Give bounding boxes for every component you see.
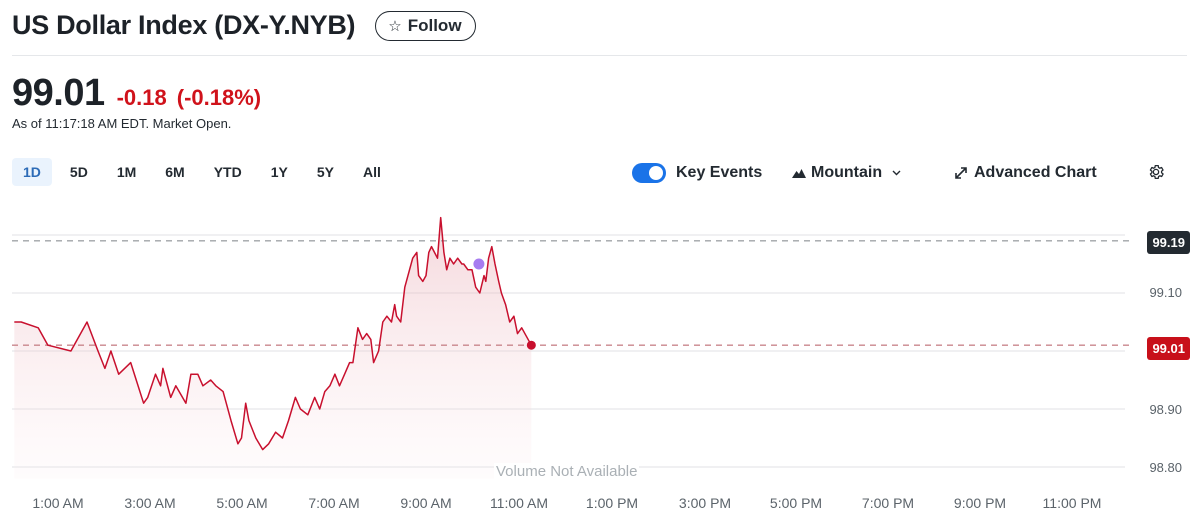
header-divider — [12, 55, 1187, 56]
y-tick-98-80: 98.80 — [1149, 460, 1182, 475]
current-price: 99.01 — [12, 72, 105, 114]
chart-settings-button[interactable] — [1147, 163, 1165, 186]
range-tabs: 1D 5D 1M 6M YTD 1Y 5Y All — [12, 158, 399, 186]
tab-6m[interactable]: 6M — [165, 164, 185, 180]
y-tick-99-10: 99.10 — [1149, 285, 1182, 300]
chart-type-dropdown[interactable]: Mountain — [792, 164, 901, 182]
expand-arrows-icon — [955, 167, 967, 179]
gear-icon — [1149, 164, 1164, 180]
tab-1m[interactable]: 1M — [116, 164, 137, 180]
tab-ytd[interactable]: YTD — [213, 164, 242, 180]
tab-1y[interactable]: 1Y — [270, 164, 288, 180]
x-tick: 7:00 PM — [861, 495, 915, 511]
x-tick: 9:00 PM — [953, 495, 1007, 511]
price-change: -0.18 — [116, 85, 167, 110]
x-tick: 1:00 AM — [32, 495, 84, 511]
key-events-label: Key Events — [676, 164, 763, 181]
tab-5d[interactable]: 5D — [69, 164, 88, 180]
y-tick-98-90: 98.90 — [1149, 402, 1182, 417]
x-axis-labels: 1:00 AM 3:00 AM 5:00 AM 7:00 AM 9:00 AM … — [0, 495, 1200, 515]
chart-toolbar: Key Events Mountain Advanced Chart — [632, 160, 1164, 186]
star-outline-icon: ☆ — [388, 17, 402, 35]
as-of-timestamp: As of 11:17:18 AM EDT. Market Open. — [12, 116, 232, 131]
tab-all[interactable]: All — [362, 164, 381, 180]
x-tick: 5:00 PM — [769, 495, 823, 511]
advanced-chart-button[interactable]: Advanced Chart — [954, 164, 1097, 182]
x-tick: 11:00 AM — [489, 495, 549, 511]
x-tick: 5:00 AM — [216, 495, 268, 511]
volume-not-available: Volume Not Available — [494, 463, 640, 480]
chevron-down-icon — [892, 170, 901, 176]
previous-close-badge: 99.19 — [1147, 231, 1190, 254]
chart-type-label: Mountain — [811, 164, 883, 181]
tab-1d[interactable]: 1D — [12, 158, 52, 186]
chart-canvas — [12, 216, 1132, 479]
x-tick: 11:00 PM — [1042, 495, 1102, 511]
x-tick: 7:00 AM — [308, 495, 360, 511]
last-price-badge: 99.01 — [1147, 337, 1190, 360]
page-title: US Dollar Index (DX-Y.NYB) — [12, 10, 356, 40]
x-tick: 1:00 PM — [585, 495, 639, 511]
follow-button[interactable]: ☆ Follow — [375, 10, 476, 41]
title-row: US Dollar Index (DX-Y.NYB) ☆ Follow — [12, 10, 476, 41]
x-tick: 3:00 AM — [124, 495, 176, 511]
toggle-knob — [649, 166, 663, 180]
tab-5y[interactable]: 5Y — [316, 164, 334, 180]
x-tick: 9:00 AM — [400, 495, 452, 511]
advanced-chart-label: Advanced Chart — [974, 164, 1097, 181]
follow-label: Follow — [407, 15, 462, 35]
x-tick: 3:00 PM — [678, 495, 732, 511]
key-events-toggle[interactable] — [632, 163, 666, 183]
mountain-icon — [792, 169, 806, 178]
price-change-percent: (-0.18%) — [176, 85, 262, 110]
key-events-control: Key Events — [632, 163, 762, 183]
quote-row: 99.01 -0.18 (-0.18%) — [12, 72, 261, 115]
price-chart[interactable]: 99.19 99.10 99.01 98.90 98.80 — [0, 200, 1200, 500]
